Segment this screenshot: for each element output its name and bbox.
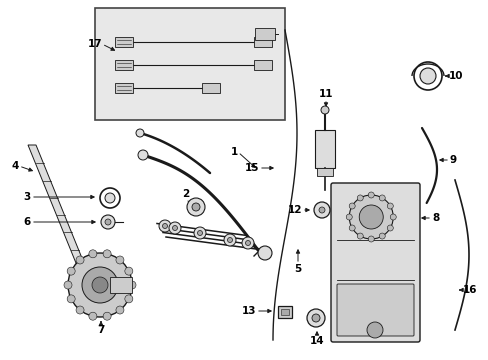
Circle shape — [194, 227, 205, 239]
Circle shape — [346, 214, 351, 220]
Circle shape — [348, 225, 354, 231]
Circle shape — [76, 256, 84, 264]
Circle shape — [172, 225, 177, 230]
FancyBboxPatch shape — [336, 284, 413, 336]
Circle shape — [68, 253, 132, 317]
Text: 5: 5 — [294, 264, 301, 274]
Circle shape — [311, 314, 319, 322]
Circle shape — [313, 202, 329, 218]
Text: 9: 9 — [449, 155, 456, 165]
Bar — [254, 28, 274, 40]
Circle shape — [138, 150, 148, 160]
Bar — [278, 306, 291, 318]
Circle shape — [192, 203, 200, 211]
Circle shape — [64, 281, 72, 289]
Circle shape — [367, 192, 373, 198]
Circle shape — [116, 306, 123, 314]
Circle shape — [357, 233, 363, 239]
Circle shape — [386, 203, 392, 209]
Circle shape — [89, 250, 97, 258]
Circle shape — [103, 250, 111, 258]
Circle shape — [224, 234, 236, 246]
Bar — [253, 60, 271, 70]
Text: 16: 16 — [462, 285, 476, 295]
Circle shape — [103, 312, 111, 320]
Bar — [115, 83, 133, 93]
Circle shape — [367, 236, 373, 242]
Circle shape — [116, 256, 123, 264]
Circle shape — [67, 295, 75, 303]
Circle shape — [76, 306, 84, 314]
Circle shape — [242, 237, 253, 249]
Circle shape — [245, 240, 250, 246]
Circle shape — [348, 203, 354, 209]
Text: 15: 15 — [244, 163, 259, 173]
Polygon shape — [28, 145, 86, 268]
Circle shape — [320, 106, 328, 114]
Circle shape — [124, 295, 133, 303]
Bar — [314, 130, 334, 168]
Circle shape — [366, 322, 382, 338]
Text: 6: 6 — [24, 217, 31, 227]
Bar — [253, 37, 271, 47]
Circle shape — [92, 277, 108, 293]
Bar — [202, 83, 220, 93]
Circle shape — [258, 246, 271, 260]
Circle shape — [169, 222, 181, 234]
Text: 2: 2 — [182, 189, 189, 199]
Text: 13: 13 — [241, 306, 256, 316]
Circle shape — [357, 195, 363, 201]
Circle shape — [89, 312, 97, 320]
Circle shape — [318, 207, 325, 213]
Bar — [281, 309, 288, 315]
Circle shape — [227, 238, 232, 243]
Bar — [115, 37, 133, 47]
Text: 14: 14 — [309, 336, 324, 346]
Text: 1: 1 — [230, 147, 238, 157]
Circle shape — [348, 195, 392, 239]
Bar — [316, 168, 332, 176]
Circle shape — [359, 205, 383, 229]
Circle shape — [162, 224, 167, 229]
Text: 17: 17 — [87, 39, 102, 49]
Circle shape — [159, 220, 171, 232]
Bar — [95, 8, 285, 120]
Circle shape — [136, 129, 143, 137]
Circle shape — [379, 233, 385, 239]
Circle shape — [197, 230, 202, 235]
Circle shape — [386, 225, 392, 231]
Text: 7: 7 — [97, 325, 104, 335]
Circle shape — [67, 267, 75, 275]
Bar — [110, 277, 132, 293]
Circle shape — [128, 281, 136, 289]
Circle shape — [82, 267, 118, 303]
Bar — [115, 60, 133, 70]
Text: 8: 8 — [431, 213, 438, 223]
Circle shape — [105, 219, 111, 225]
Circle shape — [186, 198, 204, 216]
Circle shape — [419, 68, 435, 84]
Circle shape — [105, 193, 115, 203]
Text: 12: 12 — [287, 205, 302, 215]
Text: 11: 11 — [318, 89, 332, 99]
Circle shape — [306, 309, 325, 327]
FancyBboxPatch shape — [330, 183, 419, 342]
Circle shape — [389, 214, 395, 220]
Circle shape — [124, 267, 133, 275]
Text: 10: 10 — [448, 71, 463, 81]
Circle shape — [379, 195, 385, 201]
Text: 4: 4 — [12, 161, 19, 171]
Circle shape — [101, 215, 115, 229]
Text: 3: 3 — [24, 192, 31, 202]
